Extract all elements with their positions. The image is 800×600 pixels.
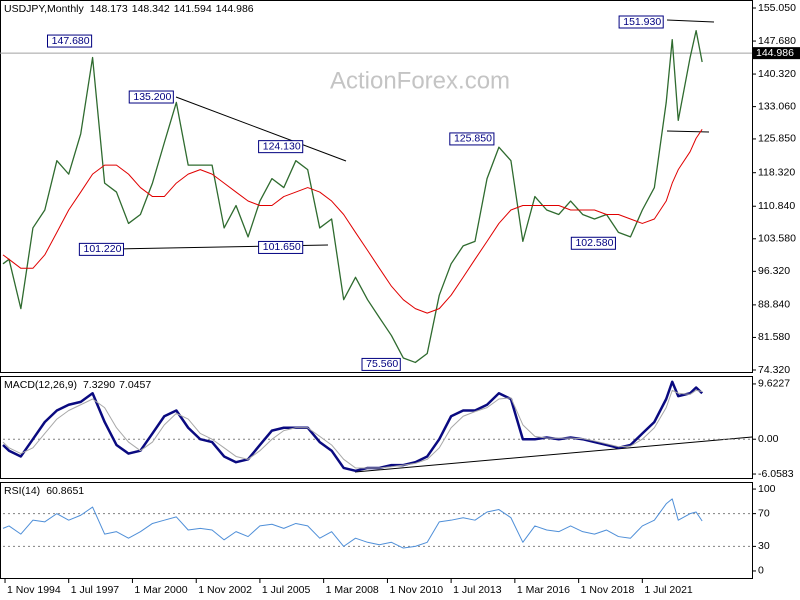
annotation-box [258, 240, 304, 254]
header-value: 7.0457 [119, 379, 151, 391]
annotation-label: 124.130 [263, 140, 301, 152]
header-value: 60.8651 [46, 485, 84, 497]
x-tick-label: 1 Nov 2010 [389, 584, 443, 596]
x-tick-label: 1 Jul 2013 [453, 584, 502, 596]
pane-header: USDJPY,Monthly 148.173 148.342 141.594 144.9… [4, 3, 254, 15]
annotation-box [361, 357, 401, 371]
annotation-box [258, 140, 304, 154]
y-tick-label: 147.680 [758, 35, 796, 47]
trend-line [354, 436, 753, 473]
y-tick-label: 96.320 [758, 265, 790, 277]
annotation-label: 101.220 [84, 243, 122, 255]
series-line [2, 498, 703, 549]
macd-pane [0, 376, 753, 479]
y-tick-label: 9.6227 [758, 378, 790, 390]
x-tick-label: 1 Mar 2000 [134, 584, 187, 596]
y-tick-label: 118.320 [758, 166, 795, 178]
y-tick-label: 81.580 [758, 331, 790, 343]
header-value: 148.342 [132, 3, 170, 15]
x-tick-label: 1 Nov 2002 [198, 584, 252, 596]
annotation-label: 147.680 [52, 35, 90, 47]
series-line [2, 389, 703, 469]
annotation-box [128, 90, 174, 104]
y-tick-label: 133.060 [758, 100, 796, 112]
annotation-box [618, 15, 664, 29]
annotation-label: 101.650 [263, 241, 301, 253]
pane-title: RSI(14) [4, 485, 40, 497]
y-tick-label: 110.840 [758, 200, 795, 212]
annotation-box [46, 34, 93, 48]
annotation-box [570, 236, 616, 250]
pane-title: MACD(12,26,9) [4, 379, 77, 391]
y-tick-label: 74.320 [758, 364, 790, 376]
price-pane [0, 0, 753, 373]
annotation-box [449, 132, 495, 146]
trend-line [666, 19, 715, 23]
y-tick-label: 0.00 [758, 433, 779, 445]
pane-title: USDJPY,Monthly [4, 3, 85, 15]
header-value: 148.173 [90, 3, 128, 15]
y-tick-label: 30 [758, 540, 770, 552]
y-tick-label: 103.580 [758, 233, 796, 245]
last-price-label: 144.986 [756, 47, 794, 59]
y-tick-label: 125.850 [758, 133, 796, 145]
header-value: 7.3290 [83, 379, 115, 391]
y-tick-label: 155.050 [758, 2, 796, 14]
x-tick-label: 1 Nov 2018 [581, 584, 635, 596]
annotation-label: 125.850 [454, 133, 492, 145]
header-value: 144.986 [216, 3, 254, 15]
trend-line [175, 96, 347, 162]
annotation-label: 75.560 [366, 358, 398, 370]
y-tick-label: 70 [758, 507, 770, 519]
x-tick-label: 1 Jul 2021 [644, 584, 693, 596]
annotation-label: 102.580 [575, 237, 613, 249]
watermark: ActionForex.com [330, 67, 510, 94]
y-tick-label: -6.0583 [758, 468, 794, 480]
annotation-label: 135.200 [133, 91, 171, 103]
y-tick-label: 140.320 [758, 68, 796, 80]
x-tick-label: 1 Mar 2008 [326, 584, 379, 596]
annotation-label: 151.930 [623, 16, 661, 28]
series-line [2, 129, 703, 314]
x-tick-label: 1 Nov 1994 [7, 584, 61, 596]
pane-header: MACD(12,26,9) 7.3290 7.0457 [4, 379, 151, 391]
y-tick-label: 88.840 [758, 299, 790, 311]
series-line [2, 380, 704, 473]
y-tick-label: 0 [758, 565, 764, 577]
x-tick-label: 1 Jul 1997 [71, 584, 120, 596]
trend-line [666, 130, 710, 133]
y-tick-label: 100 [758, 483, 776, 495]
pane-header: RSI(14) 60.8651 [4, 485, 84, 497]
last-price-box [752, 47, 800, 60]
series-line [2, 30, 703, 364]
x-tick-label: 1 Jul 2005 [262, 584, 311, 596]
rsi-pane [0, 482, 753, 579]
header-value: 141.594 [174, 3, 212, 15]
annotation-box [78, 242, 124, 256]
x-tick-label: 1 Mar 2016 [517, 584, 570, 596]
